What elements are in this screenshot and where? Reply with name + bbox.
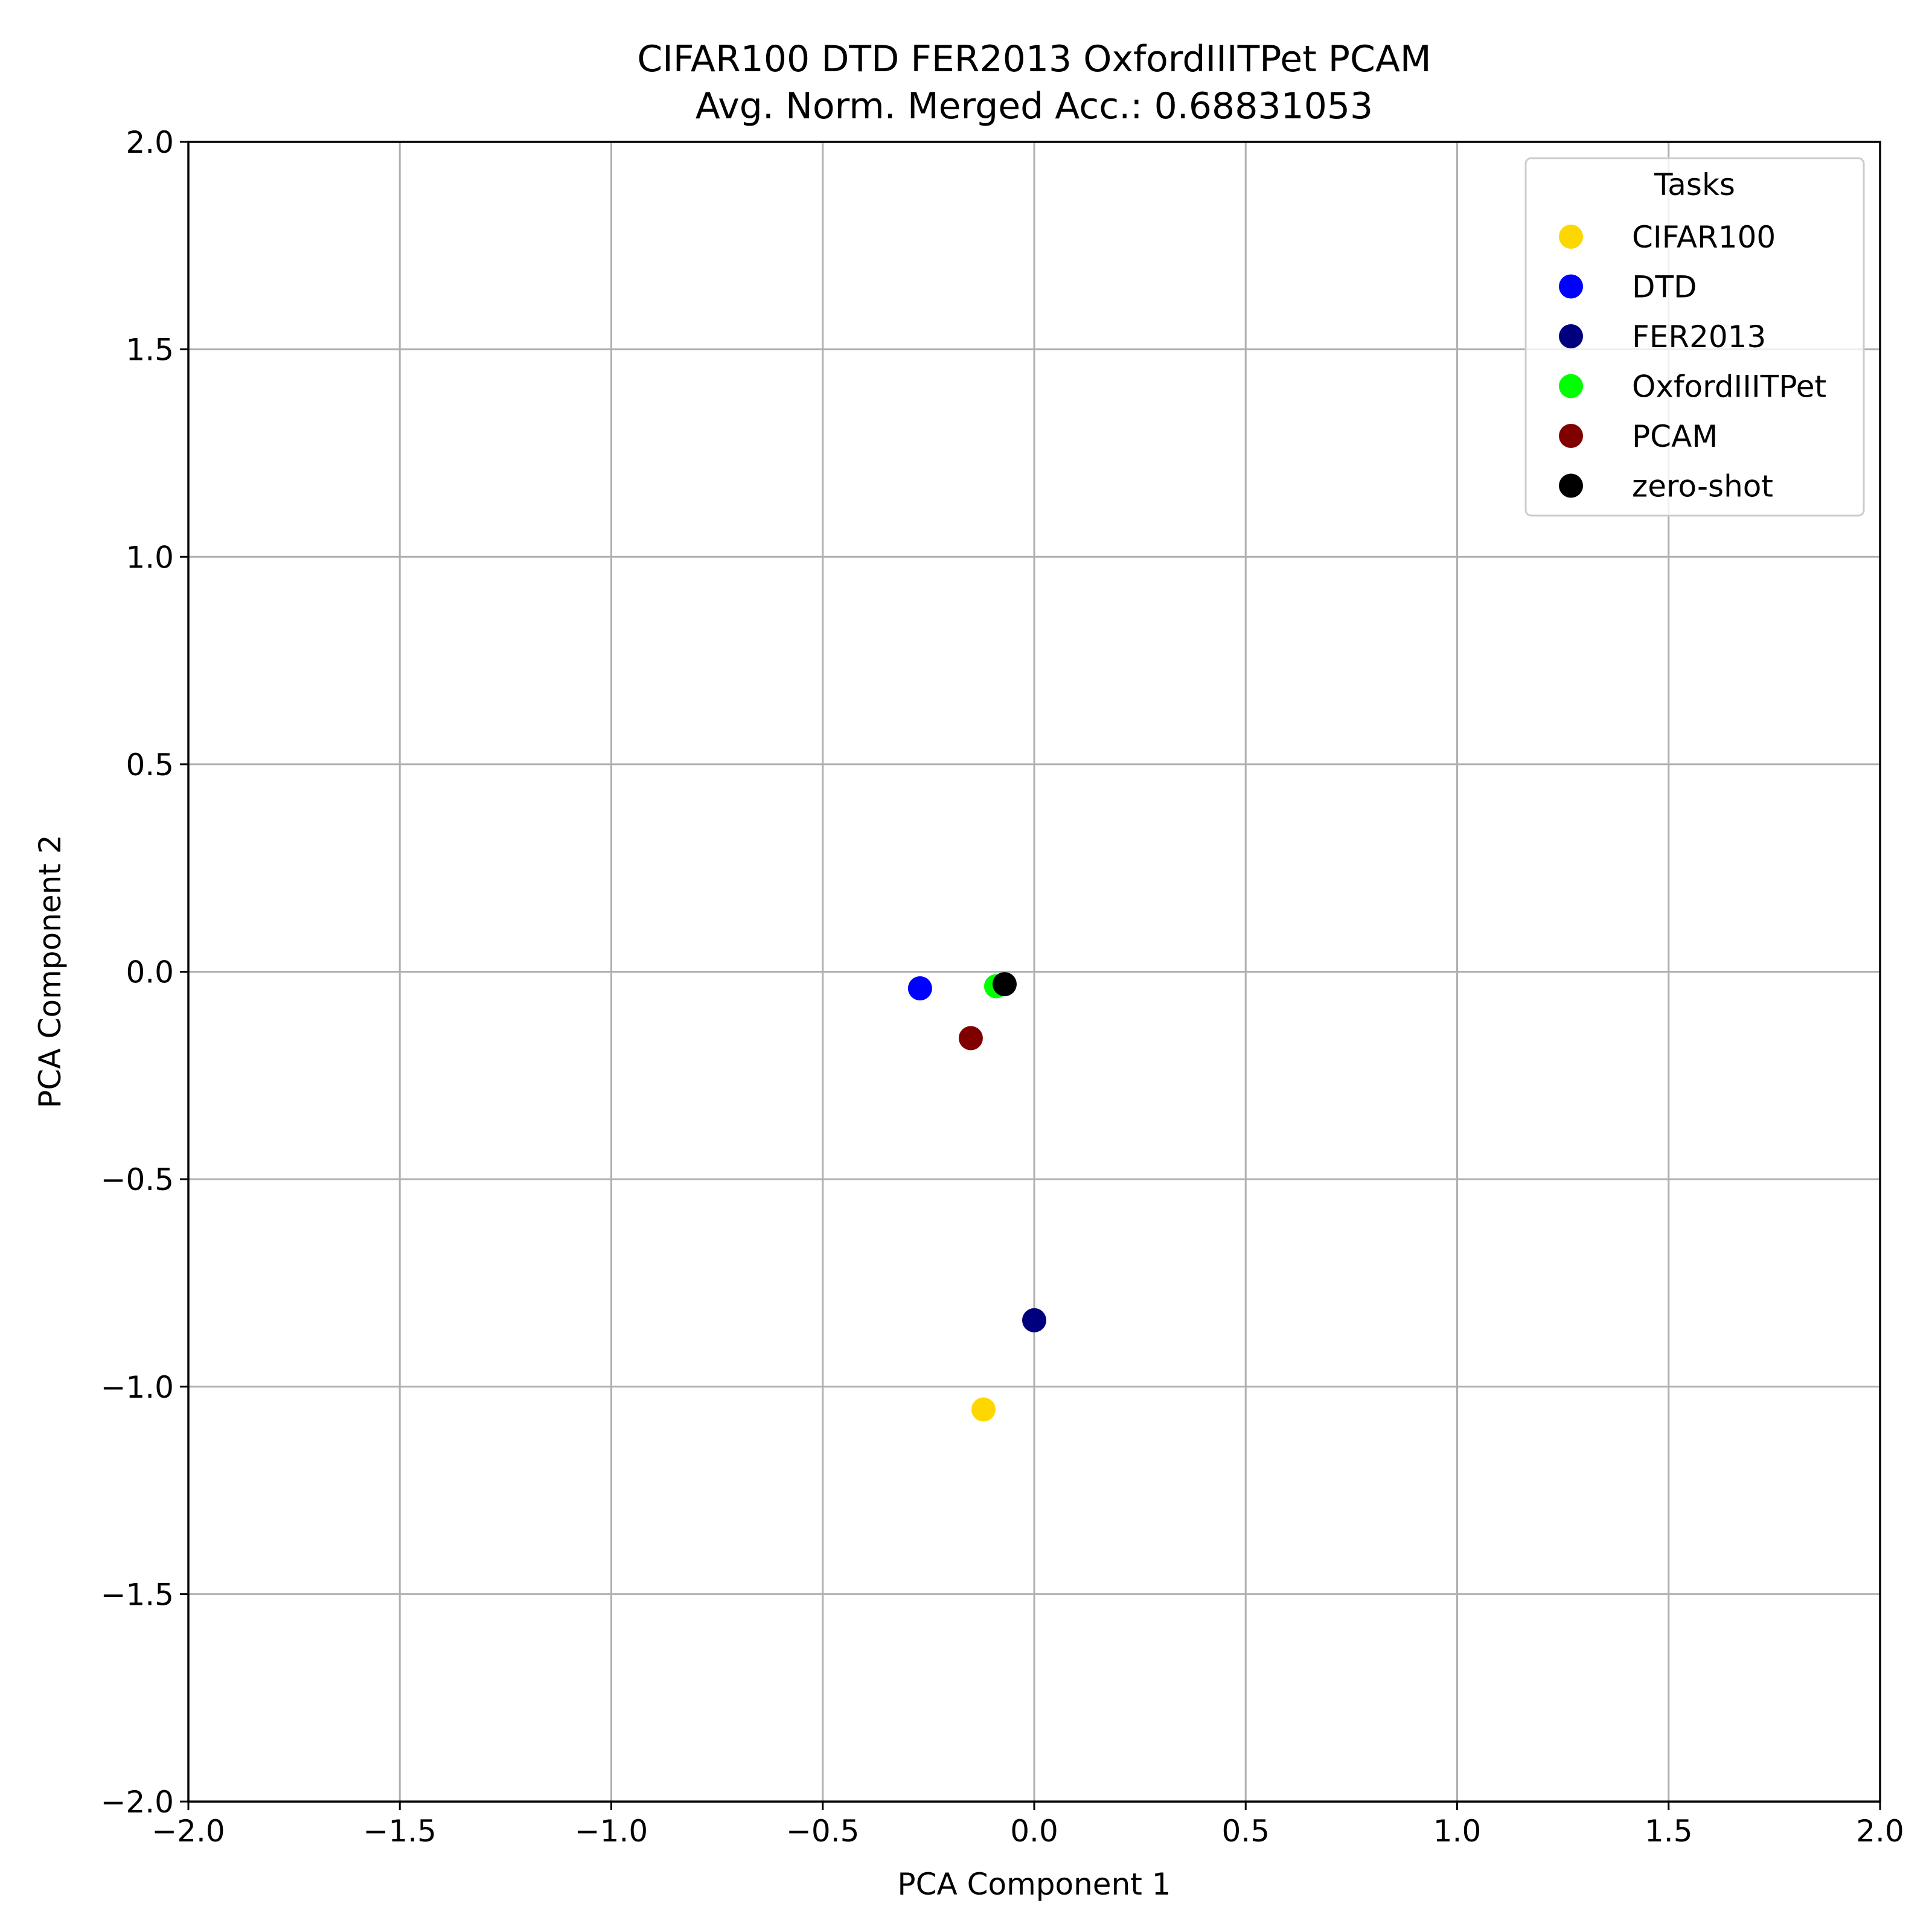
legend-label: zero-shot — [1632, 469, 1773, 504]
y-tick-label: 1.0 — [126, 540, 174, 575]
legend: Tasks CIFAR100 DTD FER2013 OxfordIIITPet PCA… — [1524, 157, 1865, 517]
legend-title: Tasks — [1654, 167, 1735, 202]
point-zero-shot — [992, 972, 1017, 997]
legend-marker — [1559, 374, 1583, 398]
point-pcam — [958, 1026, 983, 1051]
legend-marker — [1559, 473, 1583, 498]
data-points — [907, 972, 1046, 1422]
legend-marker — [1559, 274, 1583, 299]
legend-marker — [1559, 324, 1583, 348]
y-tick-label: 0.5 — [126, 747, 174, 782]
x-tick-label: 1.5 — [1645, 1814, 1693, 1849]
y-tick-label: 2.0 — [126, 125, 174, 160]
legend-label: CIFAR100 — [1632, 220, 1776, 255]
y-tick-label: 0.0 — [126, 955, 174, 990]
x-tick-label: 2.0 — [1856, 1814, 1904, 1849]
plot-area-frame — [187, 141, 1881, 1803]
y-axis-label: PCA Component 2 — [33, 834, 68, 1108]
y-tick-label: 1.5 — [126, 333, 174, 368]
legend-label: DTD — [1632, 270, 1697, 305]
y-tick-label: −1.5 — [101, 1577, 174, 1612]
x-tick-label: −0.5 — [786, 1814, 859, 1849]
legend-label: OxfordIIITPet — [1632, 369, 1826, 405]
x-tick-label: 0.0 — [1010, 1814, 1058, 1849]
x-tick-label: 1.0 — [1433, 1814, 1482, 1849]
x-tick-label: −1.5 — [363, 1814, 437, 1849]
x-tick-label: −2.0 — [152, 1814, 225, 1849]
legend-box — [1524, 157, 1865, 517]
point-fer2013 — [1022, 1308, 1046, 1332]
axis-ticks: −2.0 −1.5 −1.0 −0.5 0.0 0.5 1.0 1.5 2.0 −2.0 −1.5 −… — [101, 125, 1904, 1849]
legend-label: PCAM — [1632, 419, 1718, 454]
y-tick-label: −1.0 — [101, 1370, 174, 1405]
x-axis-label: PCA Component 1 — [897, 1867, 1171, 1902]
chart-subtitle: Avg. Norm. Merged Acc.: 0.68831053 — [696, 85, 1373, 127]
point-dtd — [907, 976, 932, 1000]
x-tick-label: 0.5 — [1221, 1814, 1270, 1849]
legend-marker — [1559, 424, 1583, 448]
legend-label: FER2013 — [1632, 319, 1766, 354]
point-cifar100 — [971, 1397, 996, 1422]
y-tick-label: −2.0 — [101, 1785, 174, 1820]
legend-marker — [1559, 225, 1583, 249]
chart-title: CIFAR100 DTD FER2013 OxfordIIITPet PCAM — [637, 38, 1431, 80]
legend-items: CIFAR100 DTD FER2013 OxfordIIITPet PCAM zero-… — [1559, 220, 1826, 504]
y-tick-label: −0.5 — [101, 1162, 174, 1197]
x-tick-label: −1.0 — [575, 1814, 648, 1849]
